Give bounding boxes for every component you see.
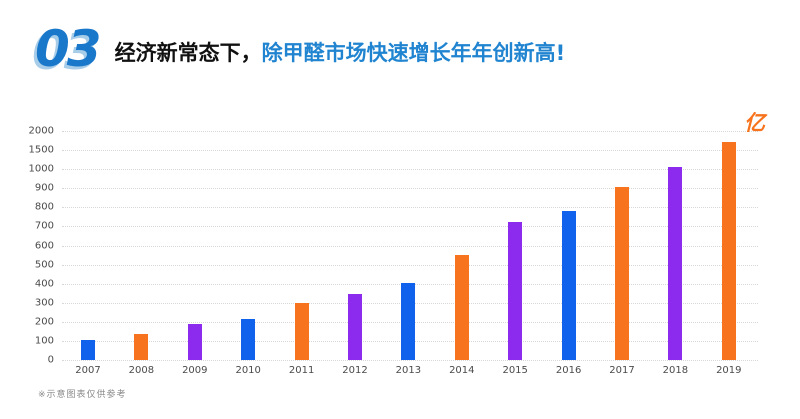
bar-2007 — [81, 339, 95, 360]
y-axis-tick-label: 500 — [34, 259, 54, 271]
y-axis-tick-label: 0 — [47, 354, 54, 366]
x-axis-label: 2014 — [449, 365, 475, 376]
bar-2012 — [348, 294, 362, 360]
y-axis-tick-label: 200 — [34, 316, 54, 328]
y-axis-tick-label: 900 — [34, 182, 54, 194]
gridline — [62, 226, 758, 228]
bar-2019 — [721, 141, 736, 360]
bar-2011 — [294, 302, 309, 360]
x-axis-label: 2010 — [235, 365, 261, 376]
bar-2014 — [454, 255, 469, 360]
gridline — [62, 169, 758, 171]
unit-label: 亿 — [744, 111, 765, 135]
y-axis-tick-label: 2000 — [28, 125, 54, 137]
bar-2017 — [615, 187, 629, 360]
gridline — [62, 360, 758, 361]
y-axis-tick-label: 1500 — [28, 144, 54, 156]
bar-2018 — [668, 167, 683, 360]
y-axis-tick-label: 100 — [34, 335, 54, 347]
market-growth-chart: 0 100 200 300 400 500 600 700 800 900 1000 1500 2000… — [29, 111, 765, 376]
bar-2016 — [561, 211, 576, 360]
x-axis-label: 2008 — [128, 365, 155, 376]
gridline — [62, 131, 758, 132]
gridline — [62, 188, 758, 190]
bar-2013 — [401, 282, 416, 360]
x-axis-label: 2009 — [182, 365, 208, 376]
x-axis-label: 2019 — [716, 365, 742, 376]
x-axis-label: 2011 — [288, 365, 315, 376]
gridline — [62, 245, 758, 247]
bar-2010 — [241, 318, 256, 360]
x-axis-label: 2013 — [395, 365, 422, 376]
plot-area: 0 100 200 300 400 500 600 700 800 900 1000 1500 2000… — [29, 126, 758, 376]
section-number: 03 — [35, 20, 102, 78]
y-axis-tick-label: 300 — [34, 297, 54, 309]
bar-2015 — [508, 221, 523, 360]
y-axis-tick-label: 400 — [34, 278, 54, 290]
section-header: 03 经济新常态下，除甲醛市场快速增长年年创新高! — [35, 24, 565, 74]
title-black-part: 经济新常态下， — [114, 41, 262, 65]
page-title: 经济新常态下，除甲醛市场快速增长年年创新高! — [115, 37, 566, 67]
x-axis-label: 2018 — [662, 365, 689, 376]
x-axis-label: 2017 — [609, 365, 635, 376]
gridline — [62, 264, 758, 266]
gridline — [62, 207, 758, 209]
y-axis-tick-label: 1000 — [28, 163, 54, 175]
y-axis-tick-label: 800 — [34, 201, 54, 213]
y-axis-tick-label: 600 — [34, 240, 54, 251]
y-axis-tick-label: 700 — [34, 220, 54, 232]
x-axis-label: 2012 — [342, 365, 368, 376]
footnote-disclaimer: ※示意图表仅供参考 — [38, 390, 127, 400]
title-blue-part: 除甲醛市场快速增长年年创新高! — [261, 41, 566, 65]
bar-2009 — [187, 323, 202, 360]
x-axis-label: 2016 — [555, 365, 582, 376]
gridline — [62, 150, 758, 152]
x-axis-label: 2015 — [502, 365, 528, 376]
bar-2008 — [134, 334, 149, 360]
x-axis-label: 2007 — [75, 365, 101, 376]
